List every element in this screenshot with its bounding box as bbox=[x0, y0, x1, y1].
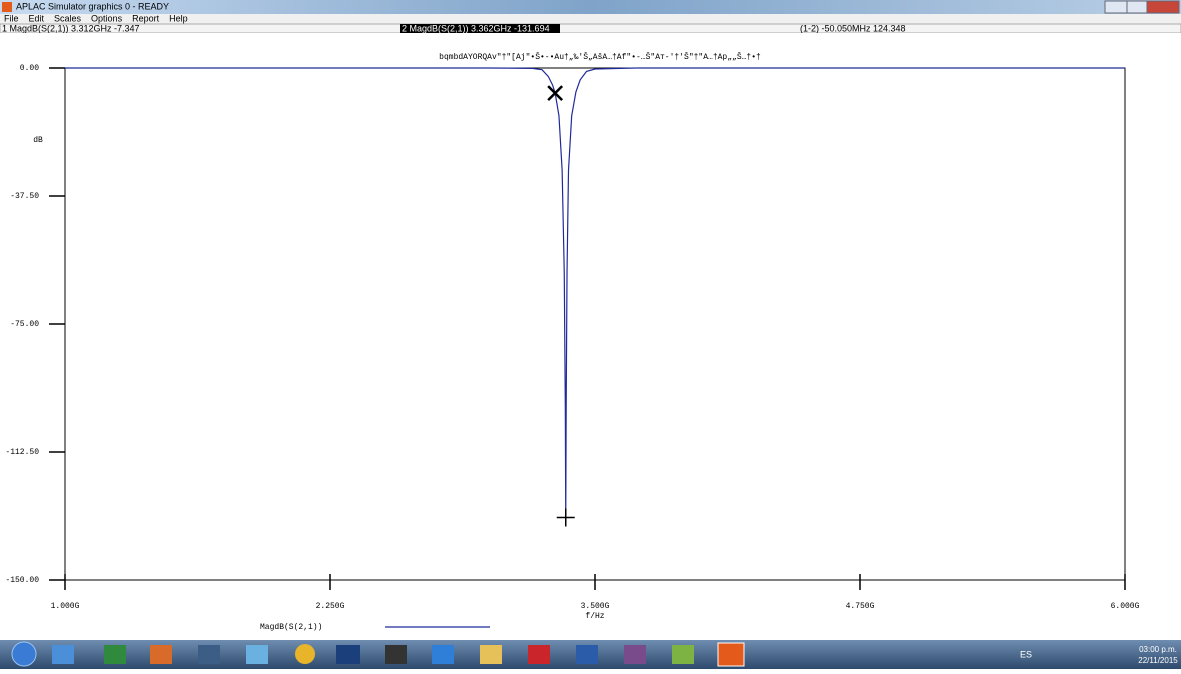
plot-window bbox=[0, 33, 1181, 640]
app-icon[interactable] bbox=[150, 645, 172, 664]
x-tick-label: 2.250G bbox=[316, 602, 345, 611]
clock-date: 22/11/2015 bbox=[1138, 656, 1178, 665]
app-icon[interactable] bbox=[624, 645, 646, 664]
taskbar-icons bbox=[52, 643, 744, 666]
app-icon[interactable] bbox=[718, 643, 744, 666]
y-tick-label: 0.00 bbox=[20, 64, 39, 73]
menu-item[interactable]: Edit bbox=[29, 13, 45, 23]
minimize-button[interactable] bbox=[1105, 1, 1127, 13]
menu-item[interactable]: Options bbox=[91, 13, 123, 23]
app-icon[interactable] bbox=[432, 645, 454, 664]
x-tick-label: 3.500G bbox=[581, 602, 610, 611]
menu-item[interactable]: Help bbox=[169, 13, 188, 23]
app-icon[interactable] bbox=[295, 644, 315, 664]
close-button[interactable] bbox=[1147, 1, 1179, 13]
title-bar bbox=[0, 0, 1181, 14]
clock-time: 03:00 p.m. bbox=[1139, 645, 1177, 654]
y-tick-label: -112.50 bbox=[5, 448, 39, 457]
app-icon[interactable] bbox=[385, 645, 407, 664]
app-icon[interactable] bbox=[246, 645, 268, 664]
app-icon[interactable] bbox=[576, 645, 598, 664]
app-icon[interactable] bbox=[672, 645, 694, 664]
y-axis-label: dB bbox=[33, 136, 43, 145]
status-bar bbox=[0, 24, 1181, 33]
app-icon[interactable] bbox=[198, 645, 220, 664]
status-marker-1: 1 MagdB(S(2,1)) 3.312GHz -7.347 bbox=[2, 23, 140, 33]
app-icon[interactable] bbox=[104, 645, 126, 664]
screen: APLAC Simulator graphics 0 - READY File E… bbox=[0, 0, 1181, 669]
menu-item[interactable]: Scales bbox=[54, 13, 82, 23]
x-tick-label: 1.000G bbox=[51, 602, 80, 611]
app-icon bbox=[2, 2, 12, 12]
language: ES bbox=[1020, 649, 1032, 659]
menu-item[interactable]: File bbox=[4, 13, 19, 23]
menu-item[interactable]: Report bbox=[132, 13, 160, 23]
chart-subtitle: bqmbdAYORQAv"†"[Aj"•Š•-•Au†„‰'Š„AšA…†Af"… bbox=[439, 52, 761, 62]
page: APLAC Simulator graphics 0 - READY File E… bbox=[0, 0, 1181, 669]
y-tick-label: -37.50 bbox=[10, 192, 39, 201]
legend-label: MagdB(S(2,1)) bbox=[260, 623, 322, 632]
y-tick-label: -150.00 bbox=[5, 576, 39, 585]
x-tick-label: 6.000G bbox=[1111, 602, 1140, 611]
status-marker-2: 2 MagdB(S(2,1)) 3.362GHz -131.694 bbox=[402, 23, 550, 33]
app-icon[interactable] bbox=[480, 645, 502, 664]
window-title: APLAC Simulator graphics 0 - READY bbox=[16, 1, 169, 11]
y-tick-label: -75.00 bbox=[10, 320, 39, 329]
x-tick-label: 4.750G bbox=[846, 602, 875, 611]
status-delta: (1-2) -50.050MHz 124.348 bbox=[800, 23, 906, 33]
maximize-button[interactable] bbox=[1127, 1, 1147, 13]
app-icon[interactable] bbox=[52, 645, 74, 664]
x-axis-label: f/Hz bbox=[585, 612, 604, 621]
app-icon[interactable] bbox=[528, 645, 550, 664]
app-icon[interactable] bbox=[336, 645, 360, 664]
start-button[interactable] bbox=[12, 642, 36, 666]
